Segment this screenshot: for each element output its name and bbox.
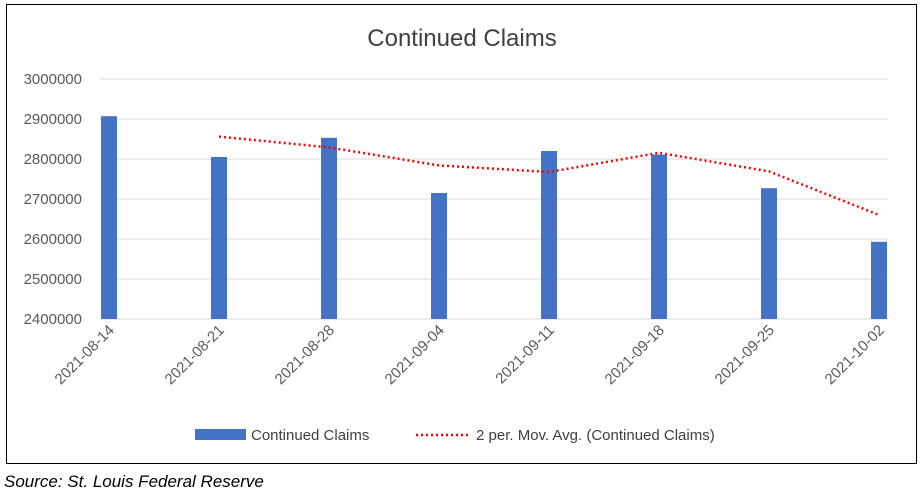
- x-tick-label: 2021-09-25: [712, 322, 778, 388]
- y-tick-label: 2500000: [24, 271, 82, 288]
- bar: [871, 241, 887, 319]
- bar: [431, 193, 447, 319]
- chart-frame: [6, 4, 917, 464]
- legend-label-bar: Continued Claims: [251, 427, 369, 444]
- legend: Continued Claims 2 per. Mov. Avg. (Conti…: [195, 427, 715, 444]
- chart-title: Continued Claims: [367, 25, 556, 52]
- y-tick-label: 3000000: [24, 71, 82, 88]
- y-tick-label: 2700000: [24, 191, 82, 208]
- moving-average-line: [218, 135, 880, 217]
- bar: [651, 154, 667, 319]
- bar: [761, 188, 777, 319]
- x-tick-label: 2021-10-02: [822, 322, 888, 388]
- x-tick-label: 2021-08-14: [52, 322, 118, 388]
- bar: [101, 116, 117, 319]
- legend-label-line: 2 per. Mov. Avg. (Continued Claims): [476, 427, 715, 444]
- y-tick-label: 2400000: [24, 311, 82, 328]
- source-note: Source: St. Louis Federal Reserve: [4, 472, 264, 491]
- x-tick-label: 2021-08-28: [272, 322, 338, 388]
- bar: [321, 137, 337, 319]
- bar-series: [101, 116, 887, 319]
- x-tick-label: 2021-09-18: [602, 322, 668, 388]
- x-tick-label: 2021-09-11: [492, 322, 557, 387]
- x-axis: 2021-08-14 2021-08-21 2021-08-28 2021-09-04…: [52, 322, 888, 388]
- bar: [211, 157, 227, 319]
- bar: [541, 151, 557, 319]
- y-axis: 2400000 2500000 2600000 2700000 2800000 29000…: [24, 71, 82, 328]
- y-tick-label: 2900000: [24, 111, 82, 128]
- gridlines: [100, 78, 888, 320]
- y-tick-label: 2800000: [24, 151, 82, 168]
- moving-average-series: [218, 135, 880, 217]
- legend-swatch-bar: [195, 429, 246, 440]
- x-tick-label: 2021-08-21: [162, 322, 228, 388]
- y-tick-label: 2600000: [24, 231, 82, 248]
- x-tick-label: 2021-09-04: [382, 322, 448, 388]
